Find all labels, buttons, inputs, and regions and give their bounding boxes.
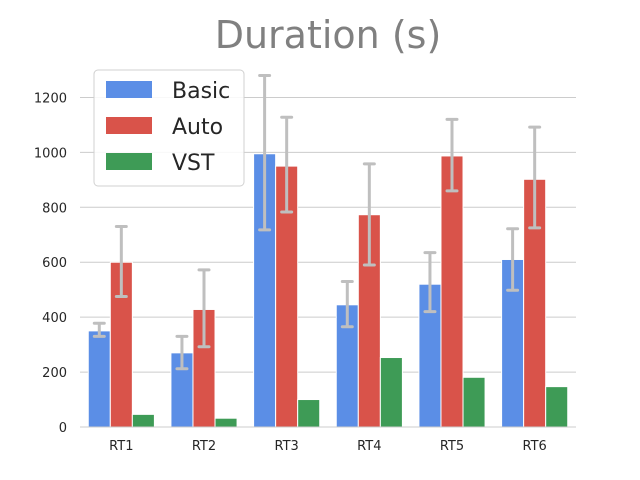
- bar-basic-rt1: [87, 330, 111, 428]
- x-tick-label: RT1: [109, 439, 133, 454]
- x-tick-label: RT2: [192, 439, 216, 454]
- x-tick-label: RT5: [440, 439, 464, 454]
- legend-label-vst: VST: [172, 151, 215, 176]
- legend-swatch-auto: [106, 117, 152, 134]
- error-bars-layer: [92, 73, 542, 371]
- bar-vst-rt5: [462, 376, 486, 428]
- legend-swatch-vst: [106, 153, 152, 170]
- y-tick-label: 600: [42, 256, 67, 271]
- bar-vst-rt2: [214, 417, 238, 428]
- y-tick-label: 200: [42, 366, 67, 381]
- bar-auto-rt5: [440, 155, 464, 428]
- x-tick-label: RT4: [357, 439, 381, 454]
- y-tick-label: 1200: [34, 91, 67, 106]
- legend-swatch-basic: [106, 81, 152, 98]
- x-tick-label: RT6: [523, 439, 547, 454]
- chart-title: Duration (s): [215, 13, 442, 57]
- legend-label-basic: Basic: [172, 79, 230, 104]
- legend-label-auto: Auto: [172, 115, 223, 140]
- x-tick-label: RT3: [275, 439, 299, 454]
- y-tick-label: 1000: [34, 146, 67, 161]
- y-tick-label: 400: [42, 311, 67, 326]
- axis-layer: 0 200 400 600 800 1000 1200 RT1 RT2 RT3 RT4 RT5 RT6: [34, 91, 576, 454]
- bars-layer: [87, 153, 569, 428]
- y-tick-label: 800: [42, 201, 67, 216]
- legend: Basic Auto VST: [93, 69, 245, 187]
- bar-vst-rt6: [545, 386, 569, 428]
- y-tick-label: 0: [59, 421, 67, 436]
- bar-vst-rt3: [297, 399, 321, 428]
- bar-vst-rt4: [379, 357, 403, 428]
- bar-vst-rt1: [131, 413, 155, 428]
